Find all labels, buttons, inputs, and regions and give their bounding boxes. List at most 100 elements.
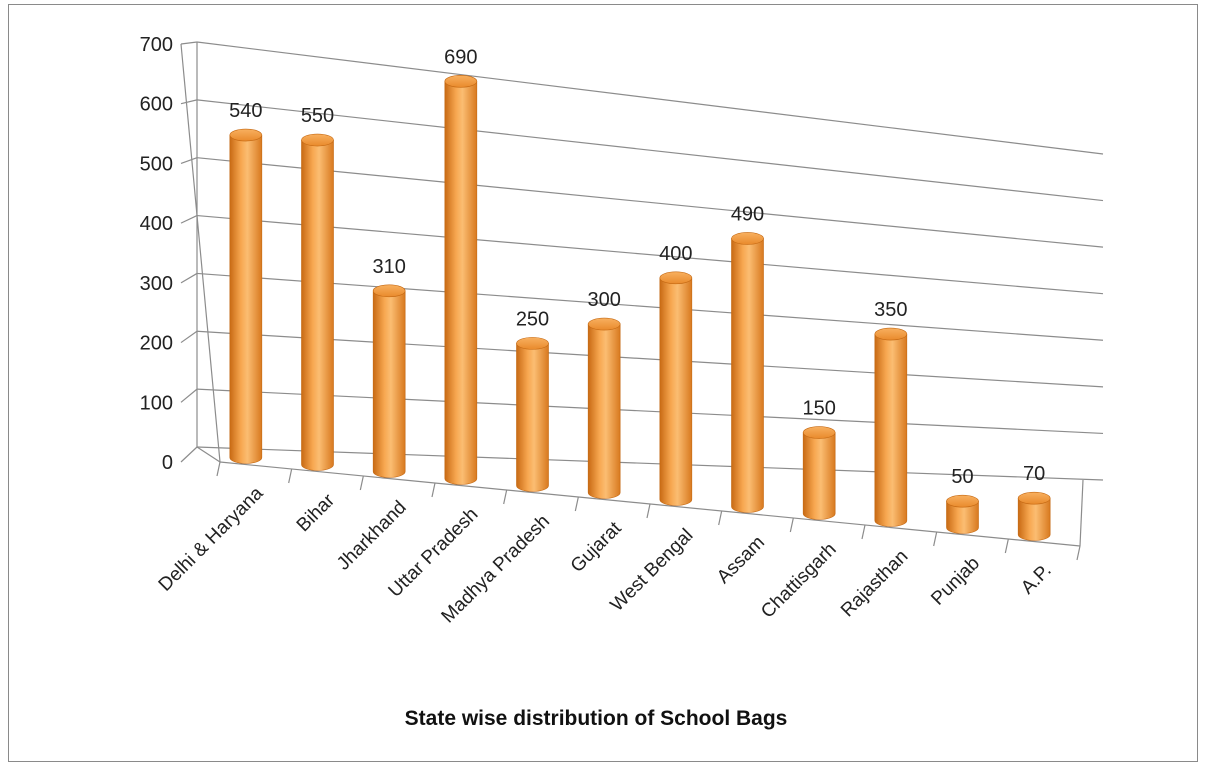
x-tick-label: Punjab (927, 553, 984, 610)
gridline-side (180, 388, 198, 403)
gridline-side (180, 272, 198, 284)
bar-top (516, 337, 549, 350)
gridline-side (180, 41, 198, 45)
bar (874, 327, 908, 527)
bar (587, 317, 621, 499)
x-tick-mark (216, 461, 221, 477)
data-label: 540 (229, 100, 262, 122)
bar-top (802, 426, 836, 439)
y-tick-label: 600 (140, 94, 173, 116)
x-tick-label: Gujarat (567, 517, 626, 576)
x-tick-label: Jharkhand (333, 497, 411, 575)
bar (301, 133, 334, 471)
y-tick-label: 500 (140, 153, 173, 175)
data-label: 50 (951, 466, 973, 488)
y-tick-label: 200 (140, 333, 173, 355)
bar-body (659, 277, 693, 506)
bar-body (587, 323, 621, 499)
gridline-side (180, 215, 198, 224)
gridline (196, 157, 1104, 248)
gridline (196, 99, 1104, 202)
bar-body (1017, 497, 1051, 541)
data-label: 690 (444, 46, 477, 68)
gridline (196, 446, 1104, 481)
bar-top (874, 327, 908, 341)
bar (659, 271, 693, 506)
x-tick-label: Bihar (293, 489, 340, 536)
x-tick-label: West Bengal (607, 525, 698, 616)
x-tick-label: Delhi & Haryana (155, 483, 268, 596)
bar-body (802, 432, 836, 520)
bar-top (1017, 491, 1051, 505)
x-tick-mark (431, 482, 436, 498)
data-label: 400 (659, 243, 692, 265)
gridline (196, 272, 1104, 341)
x-tick-mark (718, 510, 723, 526)
bar-body (731, 238, 764, 513)
bar (946, 494, 979, 534)
bar-body (372, 290, 406, 478)
bar-body (516, 343, 549, 492)
gridline-side (180, 446, 198, 463)
x-tick-label: A.P. (1017, 560, 1056, 599)
x-tick-label: Chattisgarh (757, 539, 841, 623)
bars (229, 75, 1051, 541)
bar-top (946, 494, 979, 508)
gridlines (180, 41, 1104, 481)
bar-top (731, 232, 764, 245)
gridline (196, 388, 1104, 435)
y-tick-label: 300 (140, 273, 173, 295)
bar-top (444, 75, 478, 88)
x-tick-mark (789, 517, 794, 533)
bar (731, 232, 764, 513)
gridline (196, 41, 1104, 155)
data-label: 300 (587, 289, 620, 311)
bar-top (659, 271, 693, 285)
floor-right-edge (1079, 479, 1084, 547)
bar-body (444, 81, 478, 485)
bar (444, 75, 478, 485)
x-tick-mark (1076, 545, 1081, 561)
y-tick-label: 100 (140, 392, 173, 414)
data-label: 550 (301, 105, 334, 127)
gridline (196, 214, 1104, 295)
data-label: 490 (731, 203, 764, 225)
y-axis-line (180, 43, 221, 463)
y-tick-label: 400 (140, 213, 173, 235)
bar (229, 128, 263, 464)
x-tick-mark (861, 524, 866, 540)
data-label: 350 (874, 299, 907, 321)
bar-top (301, 133, 334, 147)
y-tick-label: 700 (140, 34, 173, 56)
gridline-side (180, 330, 198, 344)
gridline-side (180, 157, 198, 164)
gridline-side (180, 99, 198, 105)
axes (180, 42, 1084, 561)
x-tick-label: Rajasthan (837, 546, 912, 621)
bar (1017, 491, 1051, 541)
bar-body (229, 134, 263, 464)
x-tick-mark (646, 503, 651, 519)
x-tick-mark (574, 496, 579, 512)
x-tick-mark (1004, 538, 1009, 554)
x-tick-mark (359, 475, 364, 491)
x-tick-label: Assam (713, 532, 769, 588)
x-tick-mark (933, 531, 938, 547)
y-tick-label: 0 (162, 452, 173, 474)
data-label: 70 (1023, 463, 1045, 485)
bar-body (946, 500, 979, 534)
data-label: 150 (802, 398, 835, 420)
bar (802, 426, 836, 520)
data-label: 310 (372, 256, 405, 278)
data-label: 250 (516, 308, 549, 330)
bar-body (301, 139, 334, 471)
x-tick-mark (503, 489, 508, 505)
gridline (196, 330, 1104, 388)
x-tick-mark (288, 468, 293, 484)
bar-body (874, 333, 908, 527)
bar-top (587, 317, 621, 331)
floor-left-edge (196, 446, 221, 463)
bar (372, 284, 406, 478)
bar-top (372, 284, 406, 298)
